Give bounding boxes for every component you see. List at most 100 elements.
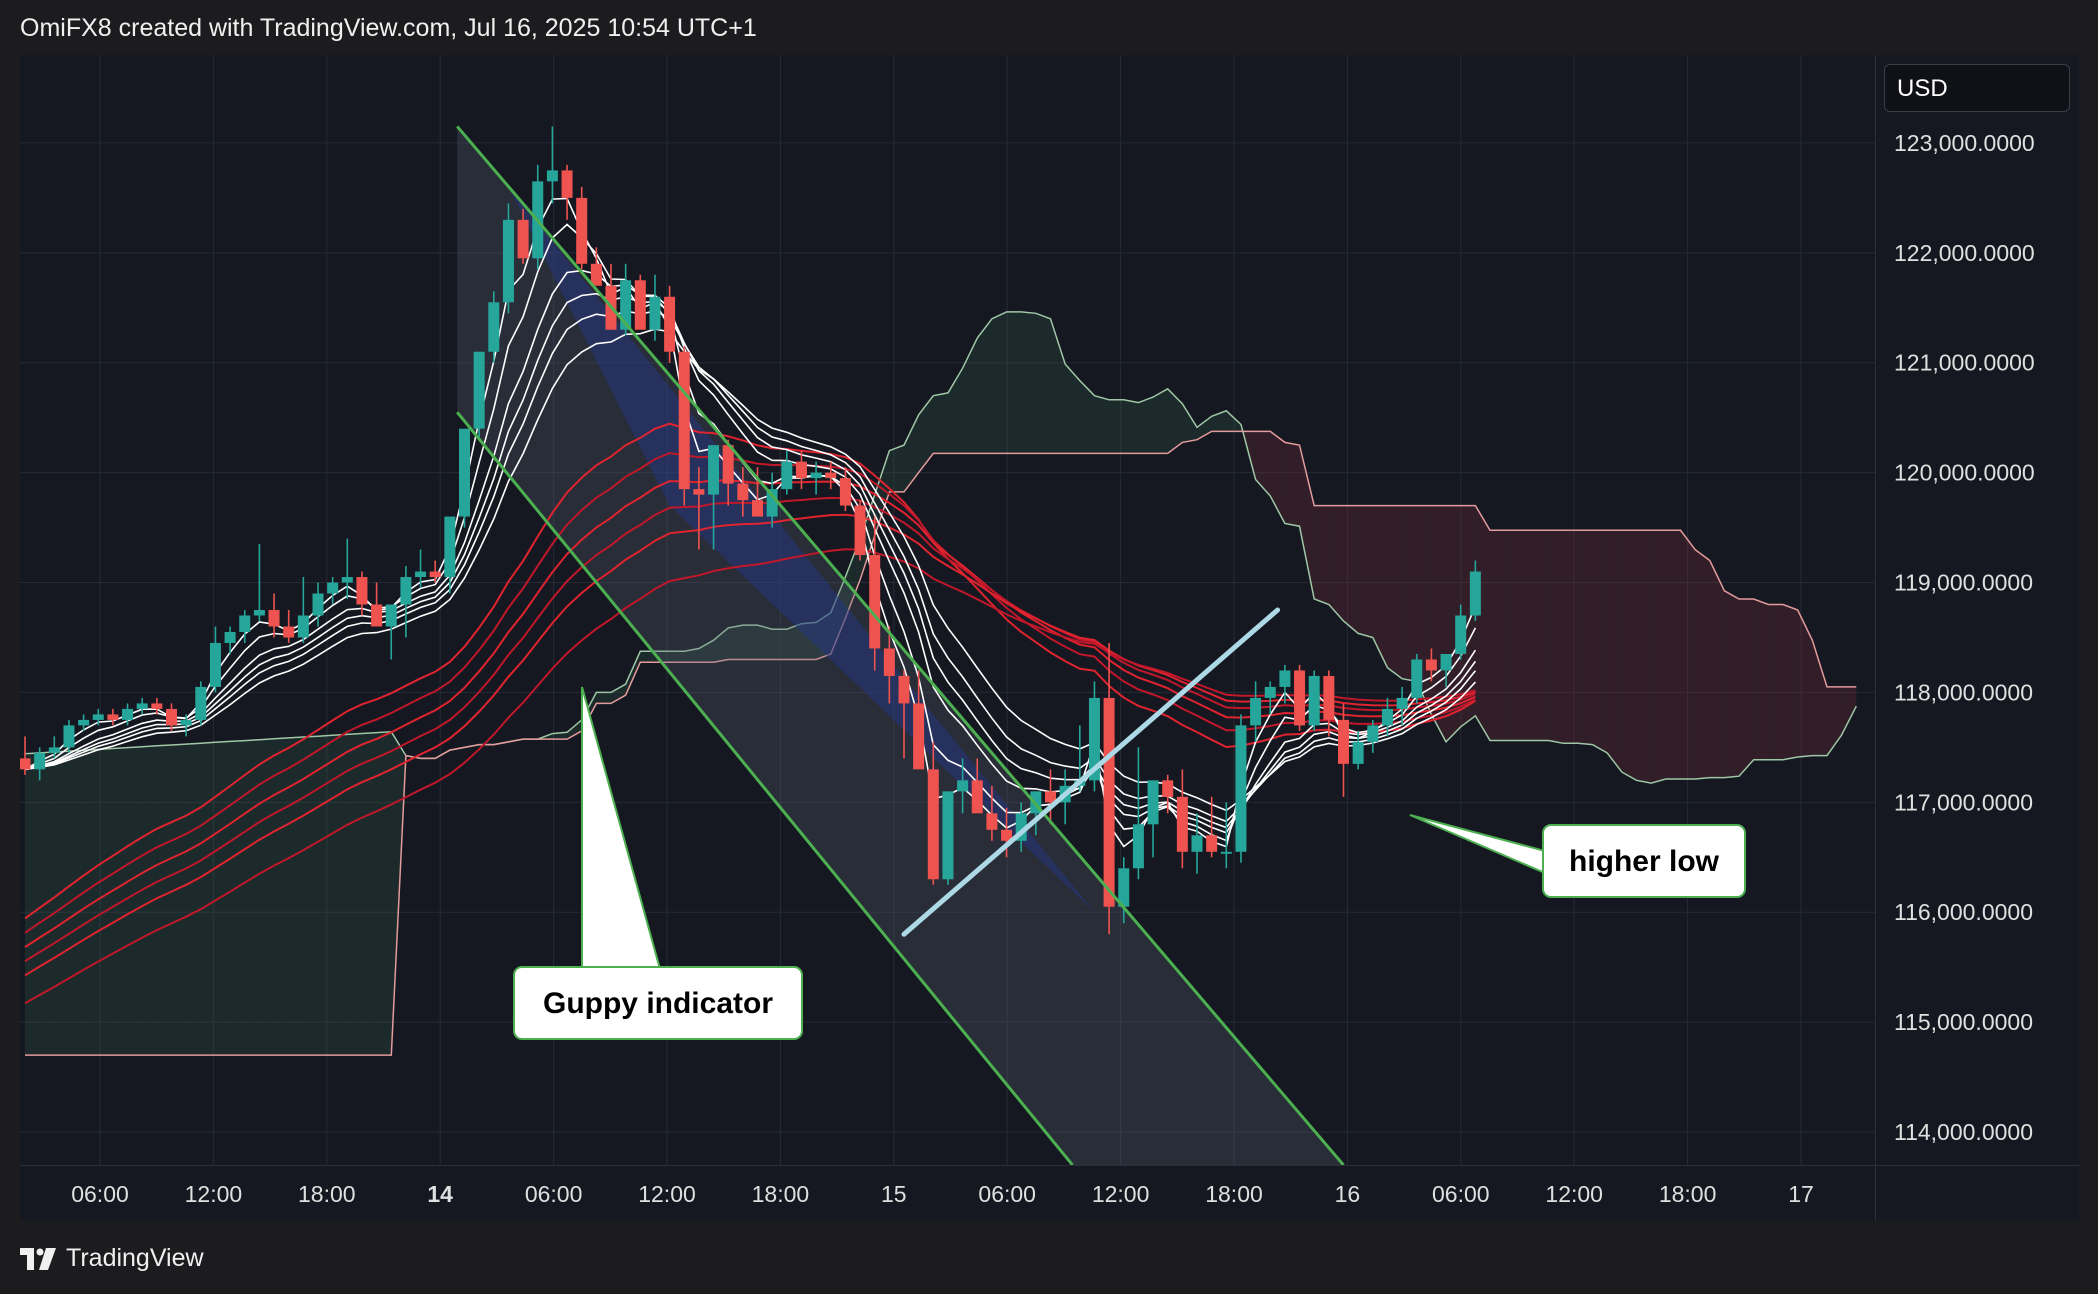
channel-lower-line	[456, 411, 1074, 1166]
callout-box	[513, 966, 803, 1040]
cloud-segment	[1534, 530, 1549, 741]
candle-body	[1455, 615, 1467, 654]
cloud-segment	[1094, 395, 1110, 454]
candle-body	[48, 747, 60, 753]
candle-body	[92, 714, 104, 720]
candle-body	[1191, 835, 1203, 852]
candle-body	[810, 472, 822, 479]
chart-plot-area[interactable]: Guppy indicator higher low	[19, 55, 1875, 1166]
candle-body	[546, 170, 558, 182]
cloud-segment	[1270, 431, 1285, 524]
channel-upper-line	[456, 125, 1345, 1166]
candle-body	[239, 615, 251, 632]
candle-body	[459, 428, 470, 517]
cloud-segment	[1504, 530, 1520, 741]
price-axis-svg: 114,000.0000 115,000.0000 116,000.0000 117,…	[1894, 130, 2035, 1145]
cloud-segment	[1226, 410, 1241, 432]
chart-svg[interactable]: Guppy indicator higher low	[19, 55, 1875, 1166]
candle-body	[195, 686, 207, 720]
candle-body	[693, 489, 705, 495]
price-tick-label: 116,000.0000	[1894, 899, 2033, 925]
guppy-short-ema-10	[24, 292, 1477, 829]
cloud-segment	[1197, 416, 1212, 440]
candle-body	[1176, 796, 1188, 852]
candle-body	[517, 219, 529, 259]
candle-body	[1250, 697, 1262, 726]
candle-body	[795, 461, 807, 479]
candle-body	[180, 719, 192, 726]
candle-body	[19, 758, 31, 770]
candle-body	[268, 610, 280, 627]
candle-body	[1381, 708, 1393, 726]
cloud-segment	[1827, 686, 1842, 756]
candle-body	[327, 582, 339, 594]
guppy-short-ema-12	[24, 310, 1477, 823]
candle-body	[78, 719, 90, 726]
cloud-segment	[757, 625, 773, 660]
candle-body	[766, 489, 778, 517]
guppy-short-ema-15	[24, 328, 1476, 812]
cloud-segment	[1358, 505, 1373, 638]
cloud-segment	[567, 719, 582, 740]
higher-low-trendline	[901, 607, 1281, 937]
time-axis[interactable]: 06:00 12:00 18:00 14 06:00 12:00 18:00 15 06:00 1…	[20, 1165, 1875, 1221]
candle-body	[415, 571, 427, 578]
brand: TradingView	[20, 1244, 204, 1273]
cloud-segment	[171, 744, 187, 1056]
candle-body	[869, 555, 881, 649]
cloud-segment	[684, 648, 699, 663]
candle-body	[839, 478, 851, 506]
candle-body	[488, 302, 500, 352]
candle-body	[502, 219, 514, 303]
cloud-segment	[991, 311, 1007, 454]
time-tick-label: 14	[427, 1181, 453, 1207]
currency-selector[interactable]: USD	[1884, 64, 2070, 112]
cloud-segment	[1255, 431, 1271, 496]
cloud-segment	[611, 684, 626, 704]
cloud-segment	[1079, 380, 1095, 454]
candle-body	[1308, 675, 1320, 726]
candle-body	[590, 263, 602, 286]
cloud-segment	[1841, 686, 1857, 735]
cloud-segment	[1123, 399, 1139, 454]
candle-body	[356, 577, 368, 605]
cloud-segment	[98, 748, 113, 1056]
guppy-long-ema-60	[24, 548, 1476, 1005]
candle-body	[122, 708, 134, 720]
cloud-segment	[1153, 388, 1168, 454]
price-tick-label: 118,000.0000	[1894, 679, 2033, 705]
time-tick-label: 12:00	[638, 1181, 696, 1207]
time-tick-label: 12:00	[1545, 1181, 1603, 1207]
cloud-segment	[303, 736, 318, 1056]
candle-body	[151, 703, 163, 709]
guppy-short-ema-8	[24, 269, 1477, 834]
candle-body	[136, 703, 148, 709]
cloud-segment	[1050, 318, 1066, 454]
cloud-segment	[1783, 604, 1798, 760]
price-tick-label: 122,000.0000	[1894, 240, 2035, 266]
candle-body	[371, 604, 383, 627]
candle-body	[166, 708, 177, 726]
callout-box	[1542, 824, 1746, 898]
price-axis[interactable]: 114,000.0000 115,000.0000 116,000.0000 117,…	[1875, 55, 2079, 1165]
candle-body	[209, 642, 221, 687]
candle-body	[1162, 780, 1174, 797]
cloud-segment	[1167, 388, 1183, 454]
candle-body	[854, 505, 866, 556]
time-tick-label: 06:00	[71, 1181, 129, 1207]
cloud-segment	[1724, 590, 1739, 778]
candle-body	[63, 725, 75, 748]
cloud-segment	[1490, 530, 1505, 741]
cloud-segment	[1548, 530, 1564, 744]
cloud-segment	[1563, 530, 1578, 744]
cloud-segment	[889, 445, 904, 492]
cloud-segment	[596, 692, 611, 704]
guppy-long-ema-45	[24, 496, 1476, 963]
candle-body	[1220, 851, 1232, 854]
cloud-segment	[1314, 505, 1329, 605]
senkou-span-a	[24, 311, 1857, 784]
price-tick-label: 115,000.0000	[1894, 1009, 2033, 1035]
candle-body	[283, 626, 295, 638]
candle-body	[1411, 659, 1423, 698]
cloud-segment	[1006, 311, 1022, 454]
